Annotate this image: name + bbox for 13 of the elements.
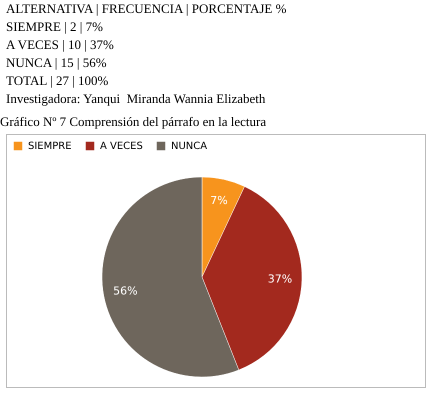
text: TOTAL | 27 | 100% xyxy=(5,72,110,90)
data-label: 37% xyxy=(268,272,292,286)
legend-label: SIEMPRE xyxy=(28,141,72,152)
data-label: 56% xyxy=(113,284,138,298)
text: Investigadora: Yanqui Miranda Wannia Elizabeth xyxy=(5,90,266,108)
text: ALTERNATIVA | FRECUENCIA | PORCENTAJE % xyxy=(5,0,288,18)
chart-title: Gráfico Nº 7 Comprensión del párrafo en la lectura xyxy=(0,113,268,131)
text: A VECES | 10 | 37% xyxy=(5,36,115,54)
legend-label: A VECES xyxy=(100,141,143,152)
data-label: 7% xyxy=(210,194,228,207)
text: SIEMPRE | 2 | 7% xyxy=(5,18,104,36)
text: NUNCA | 15 | 56% xyxy=(5,54,108,72)
legend-label: NUNCA xyxy=(171,141,208,152)
